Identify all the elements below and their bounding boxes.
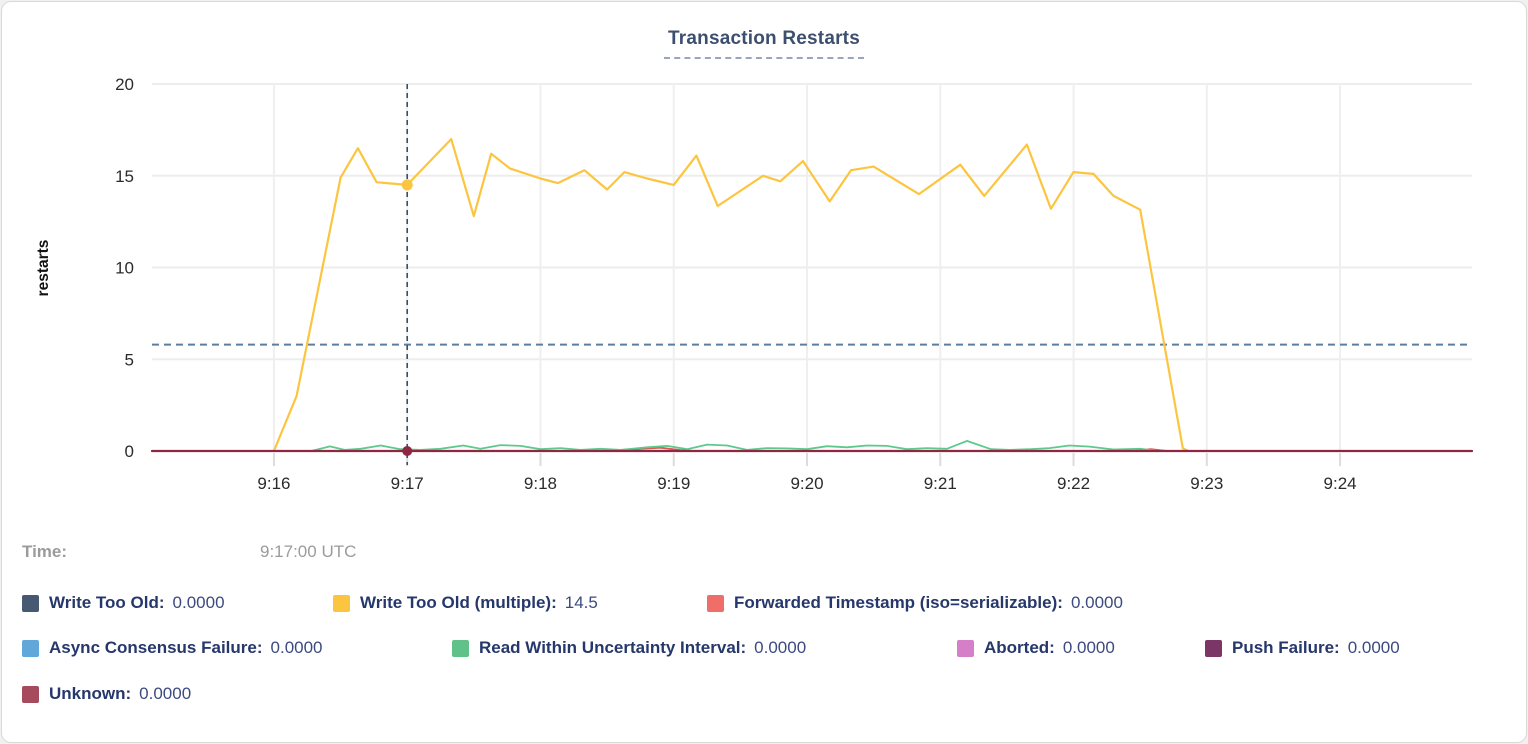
svg-text:9:23: 9:23	[1190, 474, 1223, 493]
series-write-too-old-multiple	[272, 138, 1190, 453]
legend-item: Write Too Old (multiple): 14.5	[333, 593, 598, 613]
legend-label: Aborted:	[984, 638, 1055, 657]
svg-text:9:18: 9:18	[524, 474, 557, 493]
y-axis-label: restarts	[35, 240, 52, 297]
legend-row: Write Too Old: 0.0000 Write Too Old (multi…	[2, 593, 1526, 619]
legend-label: Write Too Old:	[49, 593, 165, 612]
legend-value: 0.0000	[1347, 638, 1400, 657]
legend-label: Read Within Uncertainty Interval:	[479, 638, 747, 657]
legend-swatch-icon	[22, 594, 39, 612]
svg-text:9:16: 9:16	[257, 474, 290, 493]
svg-text:0: 0	[125, 442, 134, 461]
legend-value: 0.0000	[1062, 638, 1115, 657]
legend-swatch-icon	[707, 594, 724, 612]
tooltip-time-row: Time: 9:17:00 UTC	[2, 542, 1526, 566]
svg-text:9:21: 9:21	[924, 474, 957, 493]
legend-row: Async Consensus Failure: 0.0000 Read Withi…	[2, 638, 1526, 664]
legend-swatch-icon	[333, 594, 350, 612]
legend-swatch-icon	[22, 639, 39, 657]
legend-item: Push Failure: 0.0000	[1205, 638, 1400, 658]
legend-label: Async Consensus Failure:	[49, 638, 263, 657]
chart-plot-area[interactable]: 0 5 10 15 20 9:16 9:17 9:18 9:19 9:20 9:21 9:22 9:23…	[2, 2, 1527, 512]
legend-swatch-icon	[1205, 639, 1222, 657]
legend-value: 0.0000	[1070, 593, 1123, 612]
x-axis-tick-labels: 9:16 9:17 9:18 9:19 9:20 9:21 9:22 9:23 9:24	[257, 474, 1356, 493]
svg-text:9:20: 9:20	[790, 474, 823, 493]
legend-item: Forwarded Timestamp (iso=serializable): 0…	[707, 593, 1123, 613]
legend-row: Unknown: 0.0000	[2, 684, 1526, 710]
legend-swatch-icon	[957, 639, 974, 657]
svg-text:9:24: 9:24	[1324, 474, 1357, 493]
legend-value: 0.0000	[270, 638, 323, 657]
y-axis-tick-labels: 0 5 10 15 20	[115, 75, 134, 461]
svg-text:10: 10	[115, 259, 134, 278]
legend-item: Read Within Uncertainty Interval: 0.0000	[452, 638, 806, 658]
hover-dot-write-too-old-multiple	[401, 179, 413, 191]
legend-label: Push Failure:	[1232, 638, 1340, 657]
hover-dot-unknown	[402, 446, 413, 456]
tooltip-time-label: Time:	[22, 542, 68, 561]
svg-text:9:22: 9:22	[1057, 474, 1090, 493]
legend-item: Unknown: 0.0000	[22, 684, 191, 704]
chart-title[interactable]: Transaction Restarts	[664, 28, 864, 59]
legend-label: Unknown:	[49, 684, 132, 703]
svg-text:9:19: 9:19	[657, 474, 690, 493]
legend-item: Write Too Old: 0.0000	[22, 593, 225, 613]
svg-text:20: 20	[115, 75, 134, 94]
legend-value: 0.0000	[754, 638, 807, 657]
series-read-within-uncertainty-interval	[310, 439, 1168, 452]
legend-swatch-icon	[452, 639, 469, 657]
legend-swatch-icon	[22, 685, 39, 703]
svg-text:5: 5	[125, 350, 134, 369]
svg-text:15: 15	[115, 167, 134, 186]
legend-value: 0.0000	[139, 684, 192, 703]
legend-label: Write Too Old (multiple):	[360, 593, 557, 612]
legend-value: 0.0000	[172, 593, 225, 612]
tooltip-time-value: 9:17:00 UTC	[260, 542, 357, 561]
chart-header: Transaction Restarts	[2, 28, 1526, 59]
grid-lines	[152, 83, 1472, 466]
legend-item: Aborted: 0.0000	[957, 638, 1115, 658]
legend-item: Async Consensus Failure: 0.0000	[22, 638, 323, 658]
legend-label: Forwarded Timestamp (iso=serializable):	[734, 593, 1063, 612]
legend-value: 14.5	[564, 593, 598, 612]
svg-text:9:17: 9:17	[391, 474, 424, 493]
